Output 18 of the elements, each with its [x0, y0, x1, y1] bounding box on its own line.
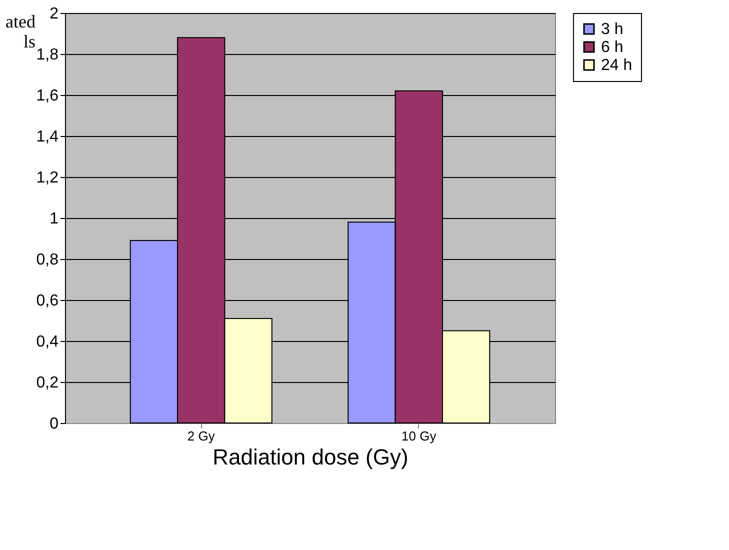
y-axis-title: ated ls: [6, 12, 36, 52]
y-tick-label: 1,6: [36, 88, 59, 104]
y-tick-label: 0,4: [36, 334, 59, 350]
y-tick-label: 2: [50, 6, 59, 22]
legend-label: 24 h: [601, 57, 632, 74]
x-tick-label: 10 Gy: [402, 428, 437, 444]
y-tick-label: 0,2: [36, 374, 59, 392]
y-tick-label: 1: [50, 210, 59, 228]
legend-label: 6 h: [601, 39, 624, 56]
y-tick-label: 0,8: [36, 252, 59, 268]
y-tick-label: 0,6: [36, 292, 59, 310]
y-tick-label: 1,4: [36, 128, 59, 146]
y-tick-label: 0: [50, 416, 59, 432]
y-tick-label: 1,8: [36, 46, 59, 64]
x-tick-label: 2 Gy: [187, 428, 216, 444]
legend-label: 3 h: [601, 21, 624, 38]
y-tick-label: 1,2: [36, 170, 59, 186]
x-axis-title: Radiation dose (Gy): [212, 444, 408, 470]
